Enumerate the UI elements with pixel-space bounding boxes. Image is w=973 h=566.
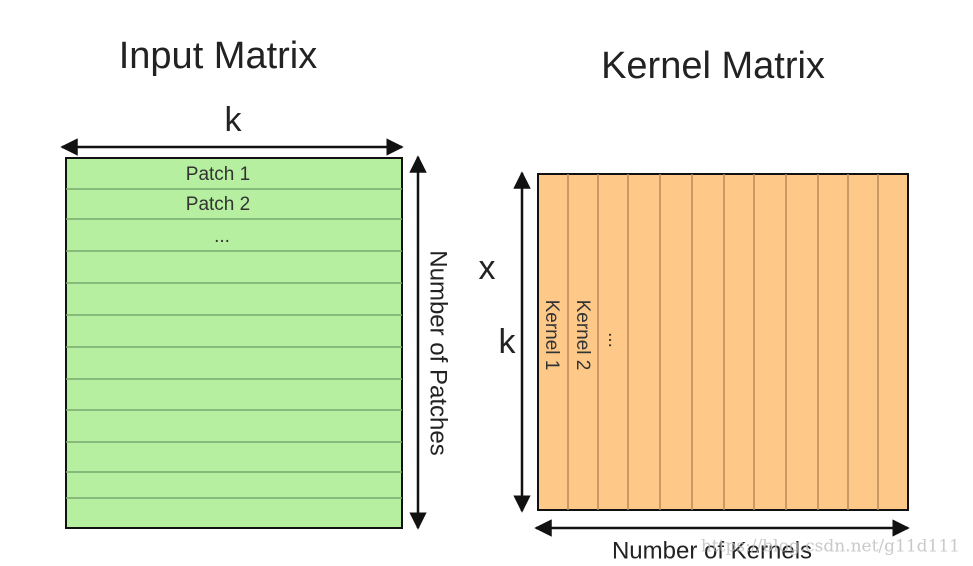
column-label: ... (604, 332, 625, 348)
kernel-height-label: k (499, 323, 517, 361)
column-label: Kernel 1 (541, 300, 562, 371)
kernel-height-label: x (479, 249, 496, 287)
row-lines (66, 188, 402, 499)
kernel-width-label: Number of Kernels (612, 537, 812, 564)
watermark: https://blog.csdn.net/g11d111 (701, 537, 960, 557)
row-label: ... (214, 226, 230, 247)
input-width-label: k (225, 101, 243, 139)
kernel-title: Kernel Matrix (601, 45, 825, 87)
input-title: Input Matrix (119, 35, 318, 77)
column-label: Kernel 2 (572, 300, 593, 371)
column-lines (567, 174, 879, 510)
row-label: Patch 2 (186, 194, 250, 215)
input-height-label: Number of Patches (425, 250, 452, 455)
row-label: Patch 1 (186, 164, 250, 185)
kernel-matrix (537, 173, 909, 511)
